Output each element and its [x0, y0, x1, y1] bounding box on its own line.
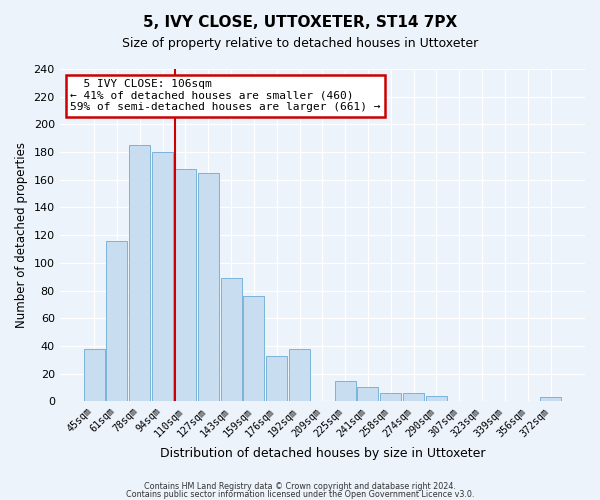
- Bar: [540, 397, 561, 402]
- Text: Size of property relative to detached houses in Uttoxeter: Size of property relative to detached ho…: [122, 38, 478, 51]
- Bar: [358, 388, 379, 402]
- Bar: [335, 380, 356, 402]
- Bar: [244, 296, 265, 402]
- Text: 5 IVY CLOSE: 106sqm
← 41% of detached houses are smaller (460)
59% of semi-detac: 5 IVY CLOSE: 106sqm ← 41% of detached ho…: [70, 79, 380, 112]
- Bar: [152, 152, 173, 402]
- Text: Contains public sector information licensed under the Open Government Licence v3: Contains public sector information licen…: [126, 490, 474, 499]
- Bar: [129, 145, 150, 402]
- Bar: [403, 393, 424, 402]
- Bar: [289, 348, 310, 402]
- Text: Contains HM Land Registry data © Crown copyright and database right 2024.: Contains HM Land Registry data © Crown c…: [144, 482, 456, 491]
- X-axis label: Distribution of detached houses by size in Uttoxeter: Distribution of detached houses by size …: [160, 447, 485, 460]
- Bar: [266, 356, 287, 402]
- Bar: [83, 348, 104, 402]
- Text: 5, IVY CLOSE, UTTOXETER, ST14 7PX: 5, IVY CLOSE, UTTOXETER, ST14 7PX: [143, 15, 457, 30]
- Y-axis label: Number of detached properties: Number of detached properties: [15, 142, 28, 328]
- Bar: [106, 240, 127, 402]
- Bar: [221, 278, 242, 402]
- Bar: [380, 393, 401, 402]
- Bar: [426, 396, 447, 402]
- Bar: [197, 173, 218, 402]
- Bar: [175, 168, 196, 402]
